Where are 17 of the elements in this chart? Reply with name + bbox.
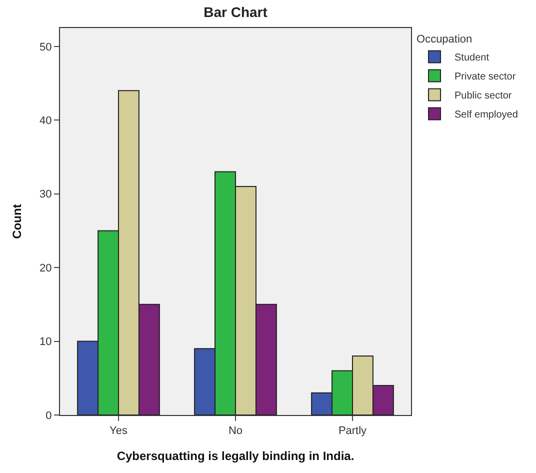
legend-label: Self employed xyxy=(454,110,518,121)
y-tick-label: 0 xyxy=(46,410,52,422)
x-tick-label: Yes xyxy=(110,425,128,438)
y-tick-label: 10 xyxy=(40,336,52,348)
y-tick-label: 40 xyxy=(40,114,52,127)
x-axis-title: Cybersquatting is legally binding in India. xyxy=(116,449,354,464)
chart-title: Bar Chart xyxy=(204,4,268,20)
legend-label: Private sector xyxy=(454,72,516,83)
y-tick-label: 20 xyxy=(40,262,52,274)
y-axis-title: Count xyxy=(10,204,24,239)
legend-label: Student xyxy=(454,52,490,64)
legend-label: Public sector xyxy=(454,90,512,102)
y-tick-label: 50 xyxy=(40,41,52,54)
x-tick-label: No xyxy=(228,425,243,438)
y-tick-label: 30 xyxy=(40,188,52,201)
x-tick-label: Partly xyxy=(338,425,368,438)
legend-title: Occupation xyxy=(416,33,472,46)
